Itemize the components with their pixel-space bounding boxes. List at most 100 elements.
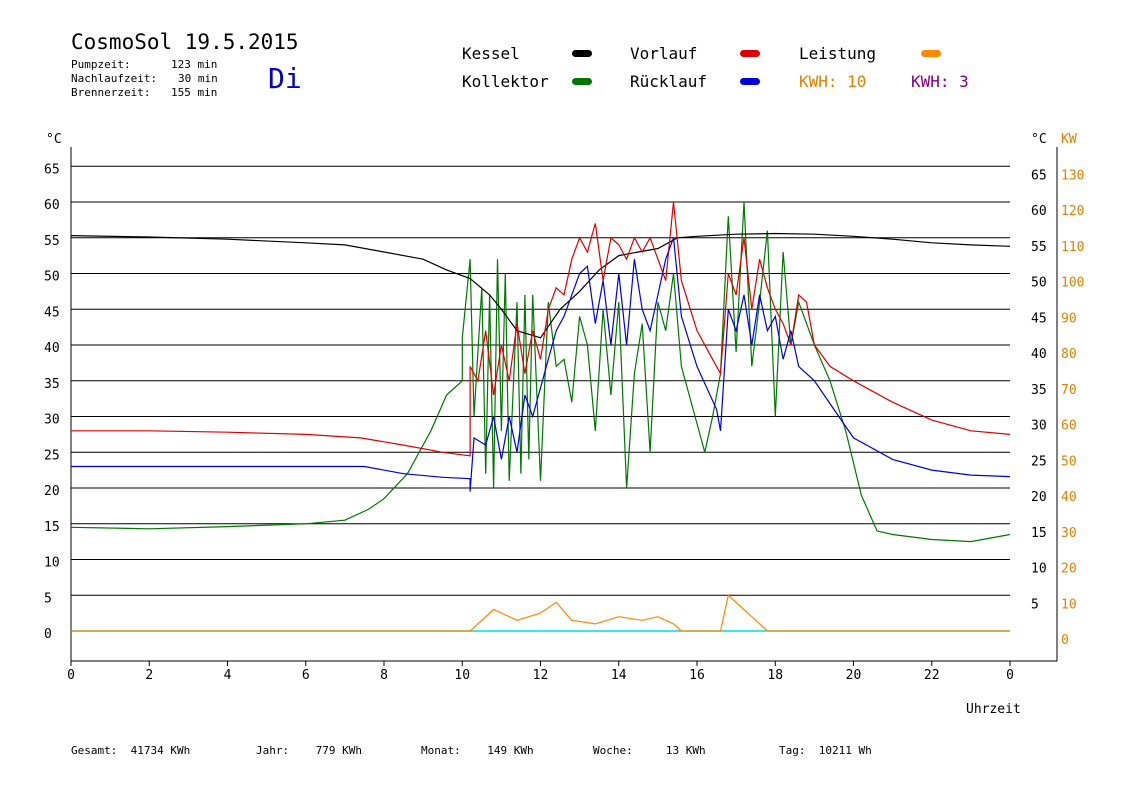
y-tick-label-right: 35	[1031, 383, 1047, 398]
legend-vorlauf-swatch	[740, 50, 760, 57]
footer-tag-value: 10211 Wh	[818, 744, 872, 757]
legend-kessel-label: Kessel	[462, 44, 520, 63]
y-tick-label-left: 40	[44, 341, 60, 356]
x-tick-label: 12	[533, 668, 549, 683]
legend-kwh1-label: KWH:	[799, 72, 838, 91]
series-line-kessel	[70, 232, 1011, 339]
y-tick-label-kw: 120	[1061, 204, 1084, 219]
x-tick-label: 2	[145, 668, 153, 683]
y-tick-label-kw: 40	[1061, 490, 1077, 505]
y-tick-label-left: 30	[44, 413, 60, 428]
footer-tag: Tag: 10211 Wh	[779, 744, 872, 757]
legend-kwh1: KWH: 10	[799, 72, 866, 91]
y-tick-label-left: 25	[44, 448, 60, 463]
y-tick-label-left: 10	[44, 556, 60, 571]
y-tick-label-kw: 60	[1061, 419, 1077, 434]
series-line-rücklauf	[71, 237, 1011, 492]
footer-gesamt-value: 41734 KWh	[130, 744, 191, 757]
y-tick-label-left: 15	[44, 520, 60, 535]
y-tick-label-left: 5	[44, 591, 52, 606]
legend-ruecklauf-swatch	[740, 78, 760, 85]
y-tick-label-left: 65	[44, 162, 60, 177]
y-tick-label-kw: 130	[1061, 168, 1084, 183]
y-tick-label-left: 45	[44, 305, 60, 320]
footer-gesamt-label: Gesamt:	[71, 744, 118, 757]
y-tick-label-left: 50	[44, 270, 60, 285]
info-pumpzeit-label: Pumpzeit:	[71, 58, 131, 71]
y-tick-label-right: 50	[1031, 276, 1047, 291]
x-tick-label: 16	[689, 668, 705, 683]
weekday-label: Di	[268, 62, 302, 95]
x-axis-label: Uhrzeit	[966, 702, 1021, 717]
y-tick-label-kw: 10	[1061, 597, 1077, 612]
y-tick-label-kw: 110	[1061, 240, 1084, 255]
footer-jahr-value: 779 KWh	[315, 744, 362, 757]
legend-kwh2-label: KWH:	[911, 72, 950, 91]
footer-jahr: Jahr: 779 KWh	[256, 744, 362, 757]
x-tick-label: 4	[224, 668, 232, 683]
footer-jahr-label: Jahr:	[256, 744, 290, 757]
legend-kollektor-swatch	[572, 78, 592, 85]
legend-leistung-label: Leistung	[799, 44, 877, 63]
series-line-vorlauf	[71, 201, 1011, 457]
footer-tag-label: Tag:	[779, 744, 806, 757]
series-line-kollektor	[70, 201, 1011, 543]
x-tick-label: 10	[454, 668, 470, 683]
y-tick-label-kw: 0	[1061, 633, 1069, 648]
x-tick-label: 14	[611, 668, 627, 683]
y-tick-label-left: 0	[44, 627, 52, 642]
legend-kwh2: KWH: 3	[911, 72, 969, 91]
y-tick-label-kw: 100	[1061, 276, 1084, 291]
y-tick-label-left: 35	[44, 377, 60, 392]
info-brenner-label: Brennerzeit:	[71, 86, 151, 99]
y-axis-left-unit: °C	[46, 132, 62, 147]
y-tick-label-right: 5	[1031, 597, 1039, 612]
y-tick-label-kw: 20	[1061, 562, 1077, 577]
legend-kessel-swatch	[572, 50, 592, 57]
legend-kwh2-value: 3	[959, 72, 969, 91]
x-tick-label: 8	[380, 668, 388, 683]
y-axis-right-unit: °C	[1031, 132, 1047, 147]
chart-title: CosmoSol 19.5.2015	[71, 30, 299, 54]
legend-kwh1-value: 10	[847, 72, 867, 91]
footer-woche-value: 13 KWh	[665, 744, 706, 757]
y-tick-label-right: 10	[1031, 562, 1047, 577]
y-tick-label-kw: 30	[1061, 526, 1077, 541]
footer-woche-label: Woche:	[593, 744, 633, 757]
legend-vorlauf-label: Vorlauf	[630, 44, 698, 63]
y-tick-label-right: 40	[1031, 347, 1047, 362]
y-tick-label-right: 45	[1031, 311, 1047, 326]
x-tick-label: 18	[767, 668, 783, 683]
y-tick-label-left: 20	[44, 484, 60, 499]
info-nachlauf-value: 30 min	[178, 72, 218, 85]
info-brenner-value: 155 min	[171, 86, 218, 99]
y-tick-label-right: 65	[1031, 168, 1047, 183]
y-tick-label-kw: 50	[1061, 454, 1077, 469]
y-tick-label-right: 60	[1031, 204, 1047, 219]
footer-woche: Woche: 13 KWh	[593, 744, 706, 757]
series-line-leistung	[71, 594, 1010, 632]
x-tick-label: 6	[302, 668, 310, 683]
legend-leistung-swatch	[921, 50, 941, 57]
legend-ruecklauf-label: Rücklauf	[630, 72, 708, 91]
x-tick-label: 22	[924, 668, 940, 683]
info-pumpzeit-value: 123 min	[171, 58, 218, 71]
y-tick-label-left: 55	[44, 234, 60, 249]
y-tick-label-kw: 80	[1061, 347, 1077, 362]
y-tick-label-right: 15	[1031, 526, 1047, 541]
info-nachlauf-label: Nachlaufzeit:	[71, 72, 158, 85]
footer-monat-value: 149 KWh	[487, 744, 534, 757]
y-tick-label-kw: 90	[1061, 311, 1077, 326]
footer-monat-label: Monat:	[421, 744, 461, 757]
x-tick-label: 20	[846, 668, 862, 683]
y-tick-label-kw: 70	[1061, 383, 1077, 398]
y-tick-label-left: 60	[44, 198, 60, 213]
legend-kollektor-label: Kollektor	[462, 72, 549, 91]
y-tick-label-right: 20	[1031, 490, 1047, 505]
footer-gesamt: Gesamt: 41734 KWh	[71, 744, 190, 757]
footer-monat: Monat: 149 KWh	[421, 744, 534, 757]
y-tick-label-right: 55	[1031, 240, 1047, 255]
y-tick-label-right: 25	[1031, 454, 1047, 469]
y-axis-kw-unit: KW	[1061, 132, 1077, 147]
